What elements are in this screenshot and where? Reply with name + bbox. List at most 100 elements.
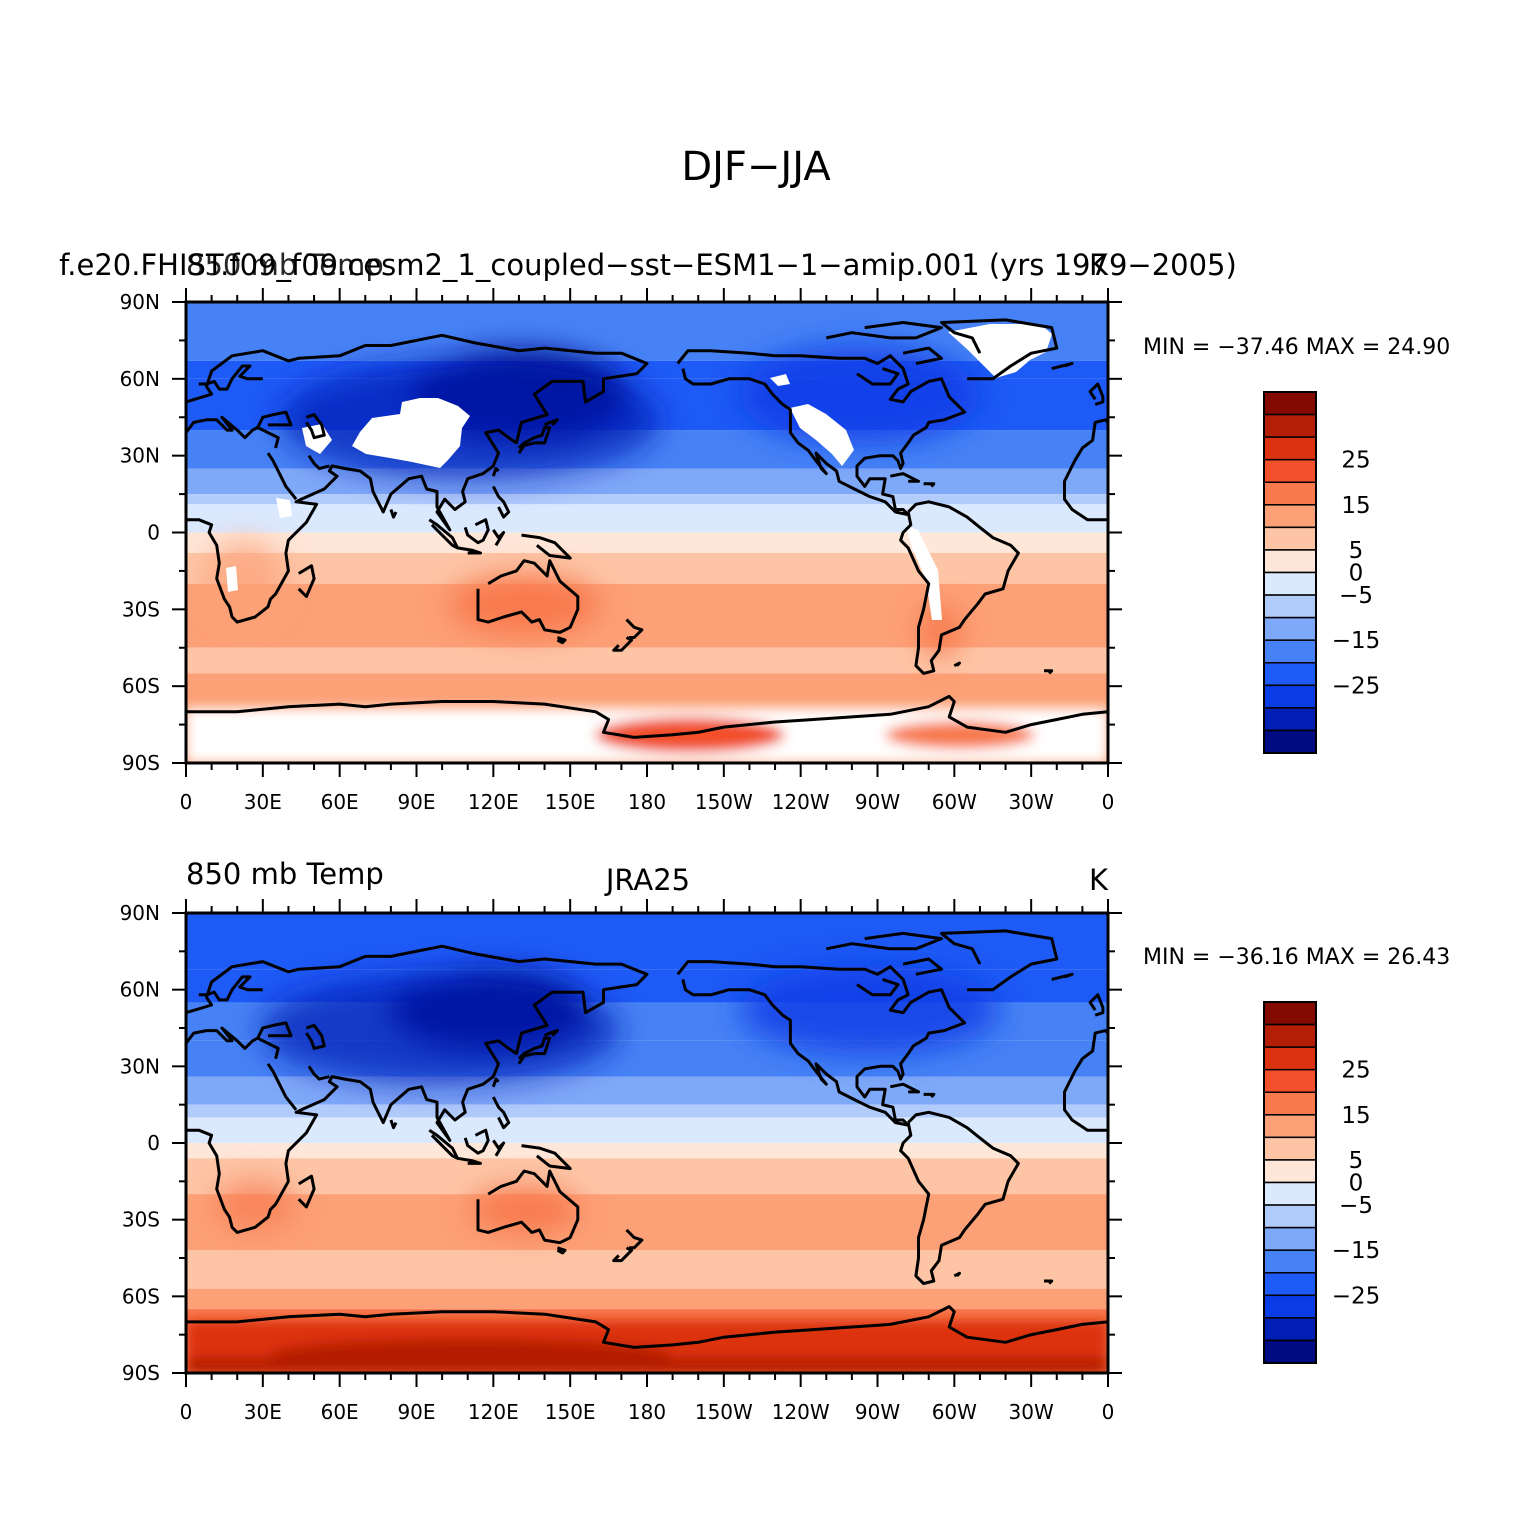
coastline (457, 1156, 482, 1165)
colorbar-label: 15 (1341, 1103, 1370, 1129)
coastline (543, 418, 559, 427)
coastline (1044, 1279, 1054, 1285)
longitude-tick-label: 90W (855, 1400, 900, 1424)
colorbar-label: −25 (1332, 1283, 1381, 1309)
colorbar-label: 15 (1341, 493, 1370, 519)
coastline (186, 694, 1108, 739)
colorbar-label: 25 (1341, 1058, 1370, 1084)
latitude-tick-label: 90S (122, 1361, 160, 1385)
longitude-tick-label: 30E (244, 1400, 282, 1424)
ethiopia-mask (276, 498, 292, 518)
temperature-band (186, 1250, 1108, 1289)
coastlines-1 (186, 318, 1108, 739)
latitude-tick-label: 30N (120, 444, 160, 468)
colorbar-label: −5 (1339, 1193, 1373, 1219)
colorbar-label: 5 (1349, 538, 1364, 564)
colorbar-swatch (1263, 1114, 1317, 1139)
coastline (492, 1139, 506, 1157)
longitude-labels-1: 0 30E 60E 90E 120E 150E 180 150W 120W 90W 60W 30W 0 (180, 790, 1115, 814)
coastline (890, 472, 920, 483)
regional-features-1 (205, 345, 980, 655)
colorbar-label: −15 (1332, 628, 1381, 654)
coastline (543, 1029, 559, 1038)
colorbar-swatch (1263, 436, 1317, 461)
coastline (1051, 972, 1074, 981)
panel-2-units: K (1089, 863, 1109, 897)
africa-mask (226, 566, 238, 592)
colorbar-swatch (1263, 1249, 1317, 1274)
colorbar-swatch (1263, 1091, 1317, 1116)
colorbar-1: 25 15 50−5 −15 −25 (1263, 391, 1381, 754)
colorbar-swatch (1263, 458, 1317, 483)
longitude-tick-label: 150E (545, 790, 596, 814)
latitude-tick-label: 90N (120, 290, 160, 314)
southern-africa-region-2 (215, 1180, 295, 1230)
coastline (923, 482, 936, 488)
coastline (1063, 418, 1108, 522)
regional-features-2 (215, 965, 1000, 1232)
colorbar-label: 5 (1349, 1148, 1364, 1174)
temperature-band (186, 913, 1108, 970)
coastline (256, 1021, 293, 1039)
longitude-tick-label: 60W (932, 790, 977, 814)
colorbar-swatch (1263, 1136, 1317, 1161)
coastline (826, 931, 943, 951)
rockies-mask (790, 404, 854, 466)
latitude-tick-label: 0 (147, 1131, 160, 1155)
coastline (1063, 1029, 1108, 1132)
colorbar-frame (1263, 391, 1317, 754)
panel-2-title: JRA25 (604, 863, 690, 897)
coastline (307, 1065, 330, 1081)
longitude-tick-label: 0 (180, 790, 193, 814)
tick-marks-2 (172, 899, 1122, 1387)
panel-1-units: K (1089, 248, 1109, 282)
longitude-tick-label: 120W (772, 790, 830, 814)
colorbar-swatch (1263, 1159, 1317, 1184)
coastline (457, 546, 482, 555)
colorbar-swatch (1263, 481, 1317, 506)
colorbar-swatch (1263, 684, 1317, 709)
coastline (612, 636, 634, 652)
colorbar-swatch (1263, 1317, 1317, 1342)
temperature-band (186, 1076, 1108, 1105)
colorbar-label: 25 (1341, 448, 1370, 474)
coastline (297, 564, 316, 598)
coastline (556, 636, 567, 645)
longitude-tick-label: 120E (468, 1400, 519, 1424)
coastline (953, 1271, 961, 1278)
coastline (491, 485, 511, 519)
greenland-mask (948, 324, 1052, 378)
coastline (305, 413, 326, 440)
coastline (940, 318, 1059, 381)
colorbar-swatch (1263, 413, 1317, 438)
coastline (1088, 382, 1105, 406)
coastline (266, 1062, 298, 1111)
longitude-tick-label: 120E (468, 790, 519, 814)
panel-2-variable-label: 850 mb Temp (186, 857, 384, 891)
coastline (940, 929, 1059, 992)
coastline (1088, 993, 1105, 1017)
colorbar-label: 0 (1349, 1171, 1364, 1197)
colorbar-swatch (1263, 391, 1317, 416)
colorbar-swatch (1263, 526, 1317, 551)
temperature-band (186, 552, 1108, 584)
coastline (1051, 362, 1074, 371)
latitude-tick-label: 30S (122, 1208, 160, 1232)
longitude-tick-label: 180 (628, 790, 666, 814)
latitude-tick-label: 60S (122, 674, 160, 698)
latitude-labels-2: 90N 60N 30N 0 30S 60S 90S (120, 901, 160, 1385)
panel-1-variable-label: 850 mb Temp (186, 248, 384, 282)
colorbar-swatch (1263, 616, 1317, 641)
coastline (899, 500, 1020, 675)
asia-cold-region-2 (260, 975, 620, 1085)
colorbar-swatch (1263, 1226, 1317, 1251)
colorbar-frame (1263, 1001, 1317, 1364)
colorbar-swatch (1263, 1339, 1317, 1364)
coastline (676, 960, 967, 1127)
coastline (953, 661, 961, 668)
colorbar-swatch (1263, 594, 1317, 619)
colorbar-label: −5 (1339, 583, 1373, 609)
temperature-band (186, 468, 1108, 495)
temperature-band (186, 1104, 1108, 1118)
